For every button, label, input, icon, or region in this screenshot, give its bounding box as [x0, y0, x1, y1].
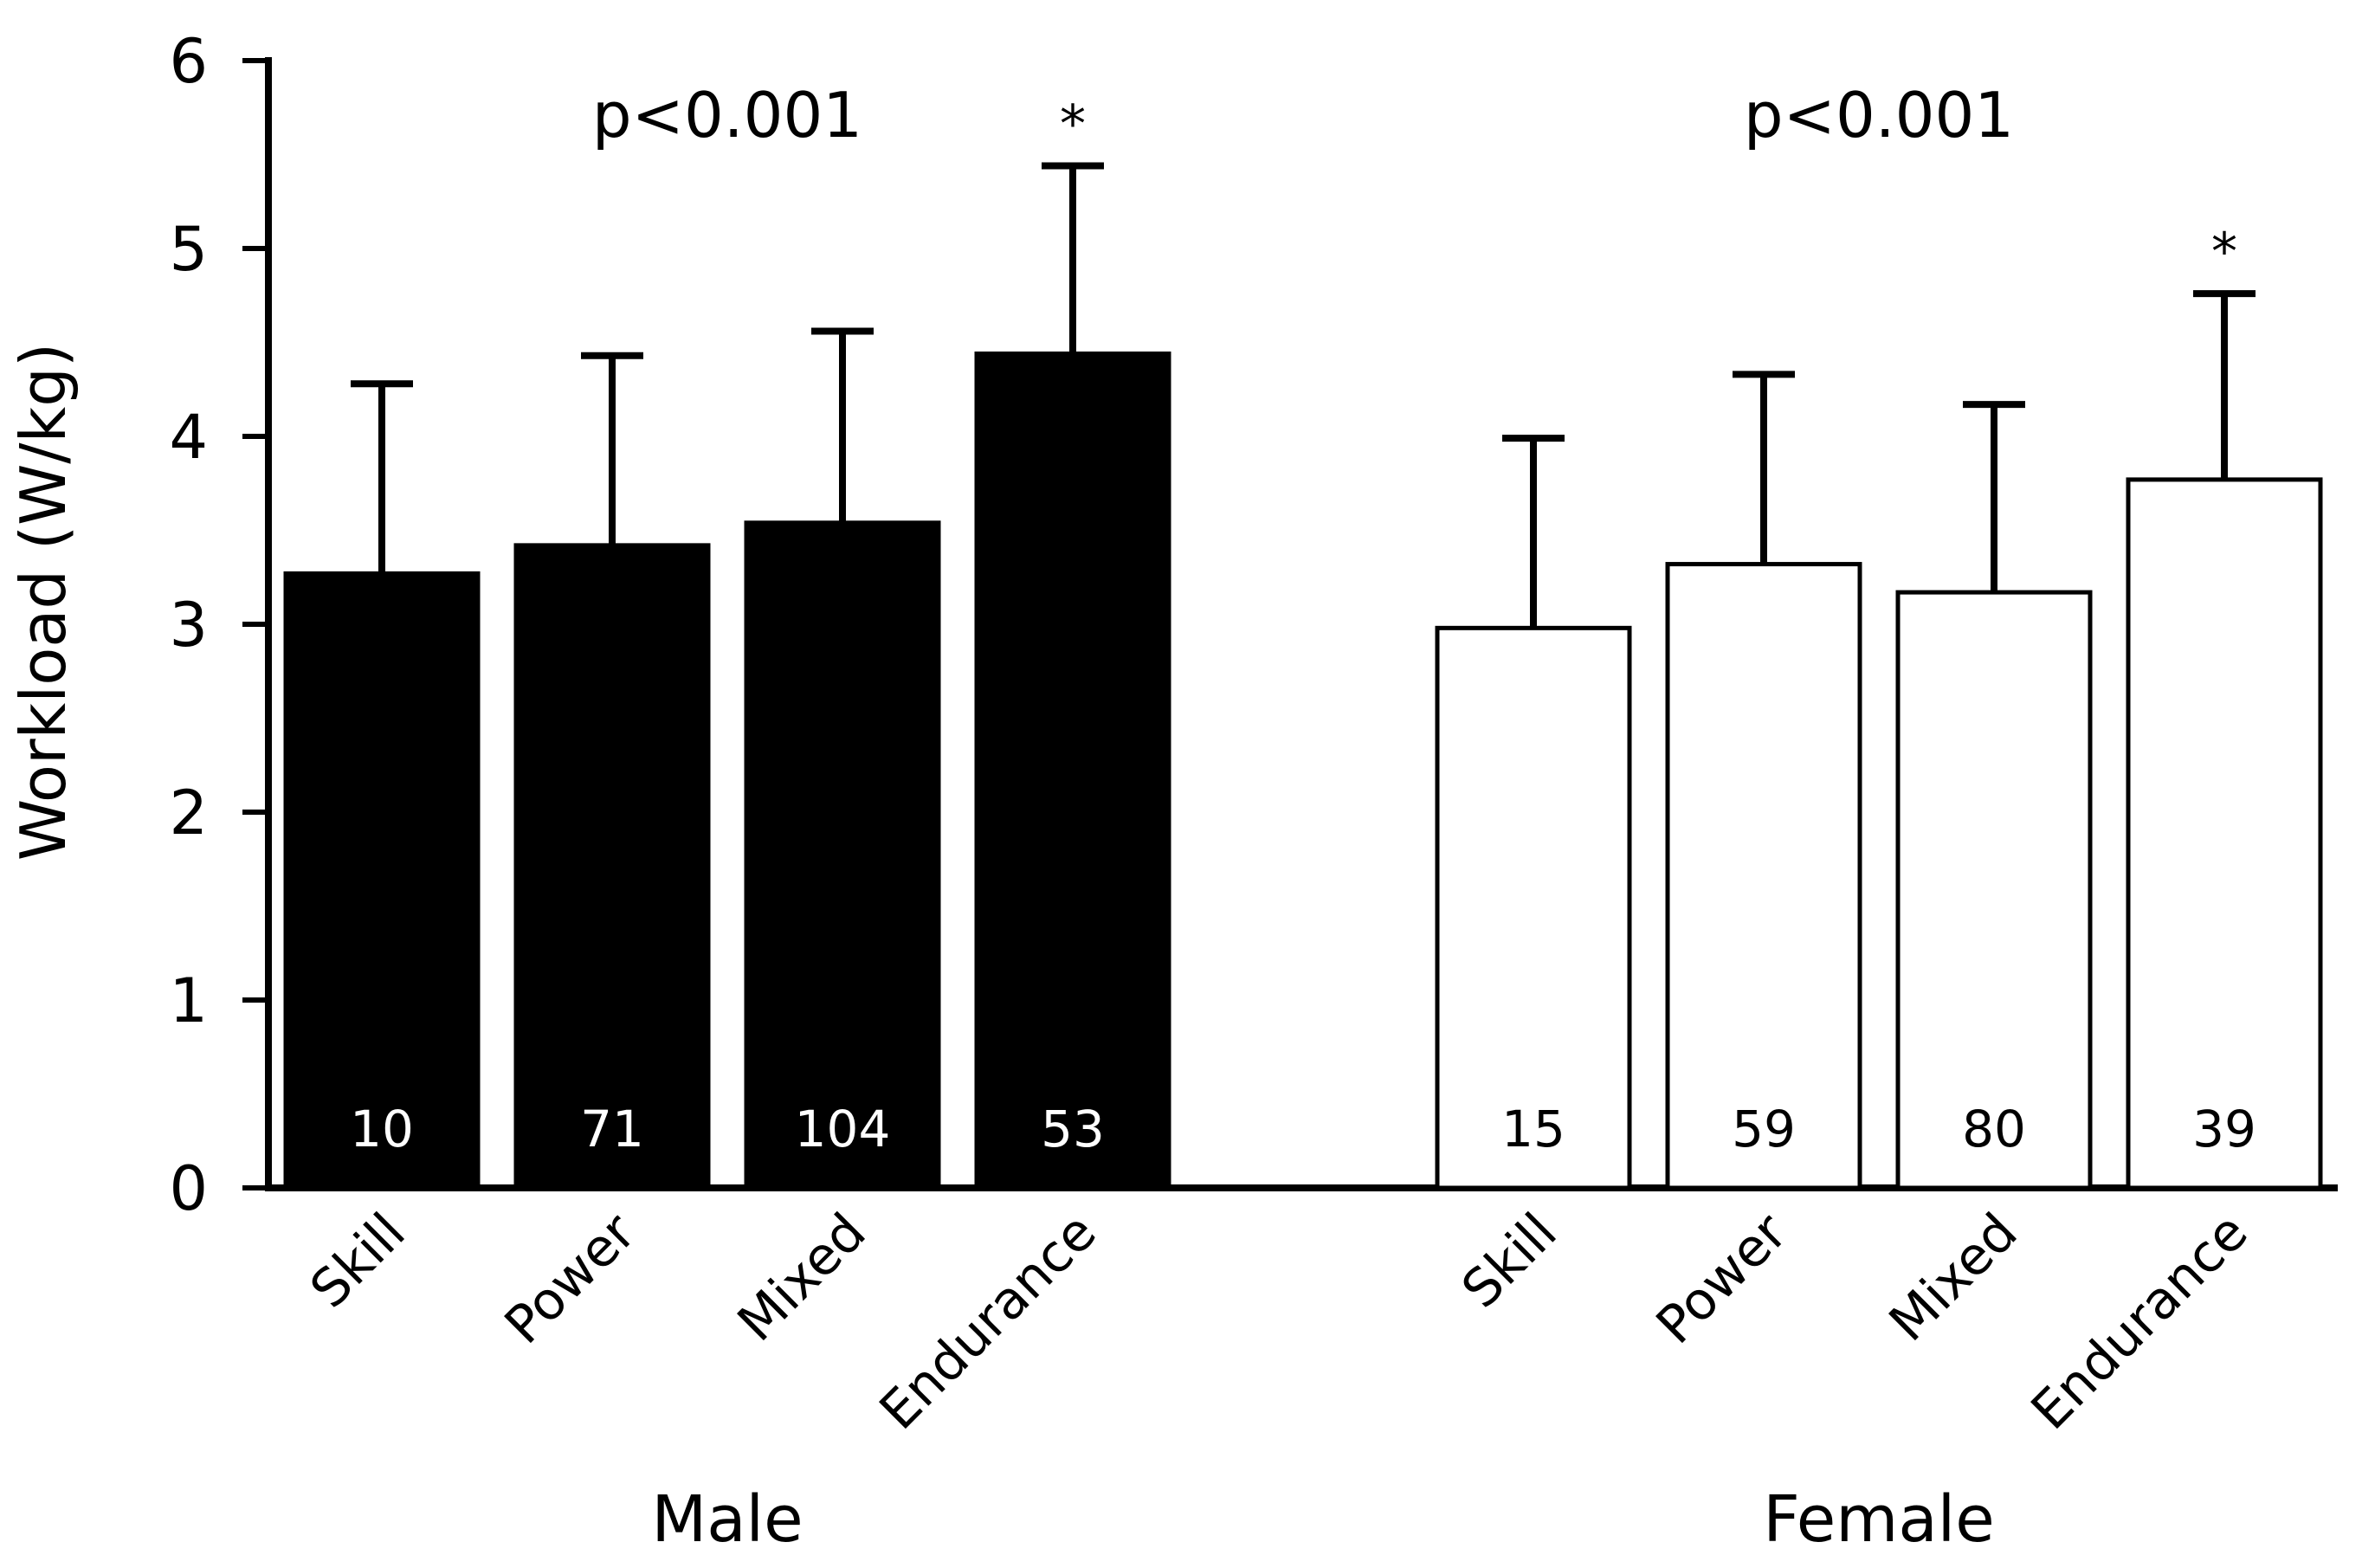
y-tick-label: 3	[169, 590, 208, 661]
bar-n-label: 59	[1732, 1100, 1796, 1158]
x-category-label: Endurance	[2020, 1202, 2260, 1442]
bar-n-label: 15	[1501, 1100, 1565, 1158]
y-tick-label: 4	[169, 402, 208, 473]
bar-n-label: 10	[350, 1100, 414, 1158]
bar	[974, 352, 1171, 1191]
group-label: Female	[1763, 1482, 1995, 1557]
bar-n-label: 71	[580, 1100, 644, 1158]
y-tick-label: 1	[169, 965, 208, 1036]
p-value-label: p<0.001	[1744, 79, 2014, 152]
bar-n-label: 104	[795, 1100, 891, 1158]
bar	[744, 520, 941, 1191]
x-category-label: Mixed	[1878, 1202, 2030, 1353]
bar-n-label: 39	[2192, 1100, 2256, 1158]
bar	[1435, 625, 1632, 1191]
y-tick-label: 0	[169, 1153, 208, 1224]
bar	[1895, 590, 2093, 1191]
bar	[283, 571, 481, 1191]
bars	[283, 162, 2323, 1191]
bar	[513, 543, 711, 1191]
y-tick-label: 5	[169, 214, 208, 285]
bar-n-label: 53	[1041, 1100, 1105, 1158]
bar-n-label: 80	[1962, 1100, 2026, 1158]
bar	[2126, 477, 2323, 1191]
x-category-label: Skill	[299, 1202, 416, 1320]
significance-marker: *	[2211, 222, 2237, 282]
y-tick-label: 2	[169, 778, 208, 849]
y-axis-title: Workload (W/kg)	[7, 343, 80, 861]
group-label: Male	[651, 1482, 803, 1557]
p-value-label: p<0.001	[592, 79, 862, 152]
x-category-label: Mixed	[726, 1202, 878, 1353]
x-category-label: Power	[494, 1202, 648, 1356]
significance-marker: *	[1060, 94, 1086, 155]
bar	[1665, 562, 1862, 1191]
y-tick-label: 6	[169, 26, 208, 97]
x-category-label: Skill	[1450, 1202, 1568, 1320]
x-category-label: Power	[1645, 1202, 1799, 1356]
x-category-label: Endurance	[868, 1202, 1108, 1442]
